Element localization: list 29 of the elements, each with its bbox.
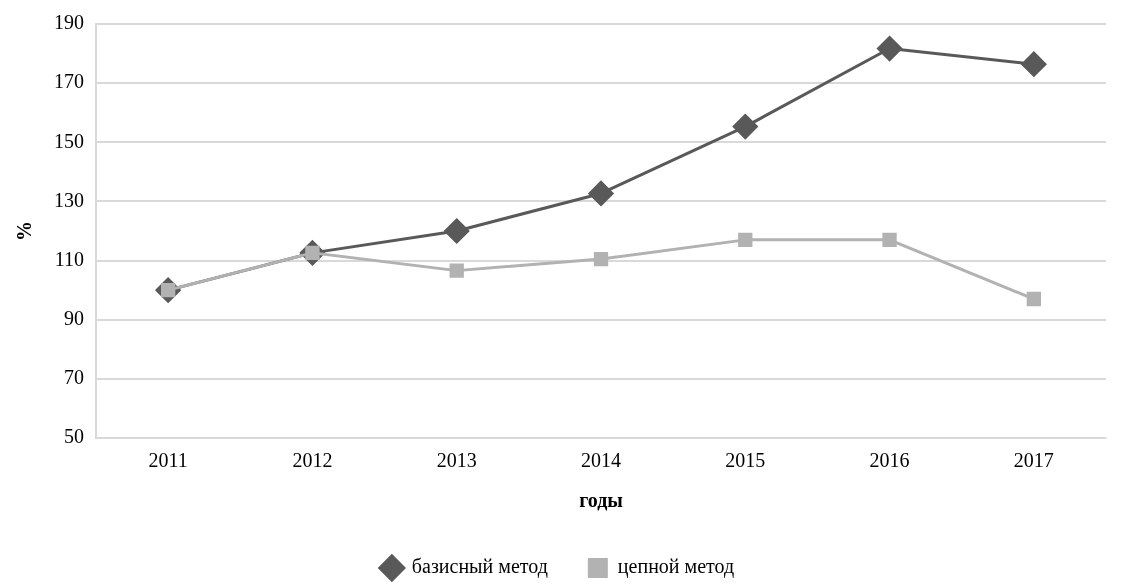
x-tick-label: 2016 [869,449,910,472]
point [732,114,758,140]
y-tick-label: 50 [64,425,84,448]
legend-label: базисный метод [411,555,548,579]
x-tick-label: 2015 [725,449,766,472]
legend-label: цепной метод [617,555,735,579]
point [882,232,897,248]
point [738,232,753,248]
y-tick-label: 70 [64,366,84,389]
y-tick-label: 190 [54,11,84,34]
point [444,218,470,244]
point [449,263,464,278]
y-tick-label: 110 [54,247,84,270]
y-tick-label: 90 [64,306,84,329]
point [593,251,609,267]
y-tick-label: 170 [54,70,84,93]
y-axis-title: % [13,221,36,241]
x-tick-label: 2012 [292,449,333,472]
point [1021,51,1047,77]
x-tick-label: 2011 [148,449,188,472]
x-tick-label: 2014 [581,449,621,472]
x-tick-label: 2017 [1013,449,1054,472]
point [1026,291,1042,307]
x-tick-label: 2013 [436,449,477,472]
point [588,180,614,206]
y-tick-label: 150 [54,129,84,152]
x-axis-title: годы [579,489,624,512]
point [877,36,903,62]
y-tick-label: 130 [54,188,84,211]
